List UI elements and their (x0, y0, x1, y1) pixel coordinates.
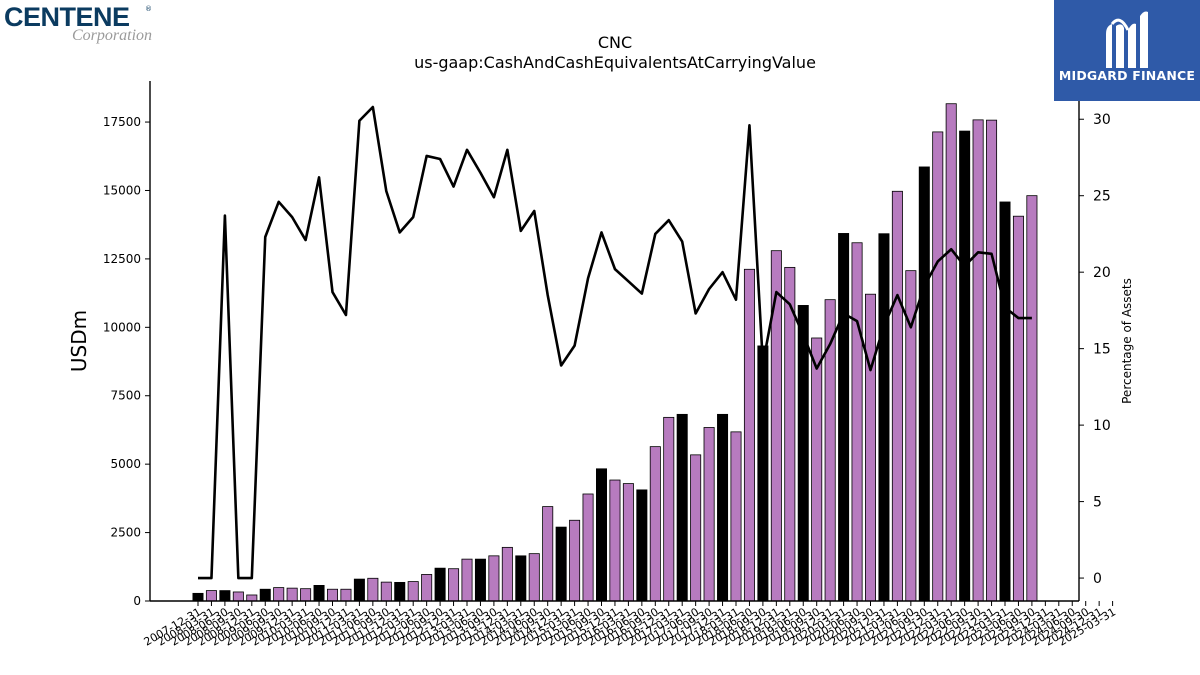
y-tick-label: 15000 (103, 183, 141, 197)
bar (811, 337, 823, 602)
y-axis-label: USDm (67, 310, 91, 372)
bar (676, 413, 688, 602)
bar (569, 519, 581, 602)
bar (770, 250, 782, 602)
bar (555, 526, 567, 602)
bar (999, 201, 1011, 602)
bar (609, 479, 621, 602)
y2-tick-label: 10 (1093, 418, 1111, 434)
bar (488, 555, 500, 602)
bar (528, 553, 540, 602)
bar (959, 130, 971, 602)
y-tick-label: 5000 (110, 457, 141, 471)
y-tick-label: 12500 (103, 252, 141, 266)
percentage-line (198, 105, 1032, 580)
bar (286, 587, 298, 602)
bar (663, 416, 675, 602)
bar (380, 581, 392, 602)
centene-wordmark: CENTENE (4, 2, 130, 32)
midgard-finance-logo: MIDGARD FINANCE (1054, 0, 1200, 101)
bar (434, 567, 446, 602)
y2-tick-label: 30 (1093, 112, 1111, 128)
bar (205, 590, 217, 602)
bar (838, 233, 850, 602)
y2-tick-label: 15 (1093, 342, 1111, 358)
y2-tick-label: 20 (1093, 265, 1111, 281)
bar (757, 345, 769, 602)
bar (878, 233, 890, 602)
bar (797, 305, 809, 602)
midgard-finance-wordmark: MIDGARD FINANCE (1058, 68, 1196, 83)
bar (192, 592, 204, 602)
bar (340, 588, 352, 602)
y-tick-label: 17500 (103, 115, 141, 129)
bar (232, 591, 244, 602)
bar (246, 594, 258, 602)
y-tick-label: 2500 (110, 526, 141, 540)
bar (972, 119, 984, 602)
y-tick-label: 7500 (110, 389, 141, 403)
bar (582, 493, 594, 602)
y2-tick-label: 0 (1093, 571, 1102, 587)
bar (730, 431, 742, 602)
bar (784, 266, 796, 602)
chart-title: CNC (598, 33, 632, 52)
bar (918, 166, 930, 602)
bar (515, 555, 527, 602)
bar (891, 190, 903, 602)
registered-mark: ® (145, 5, 152, 13)
bar (986, 119, 998, 602)
bar (1012, 215, 1024, 602)
bar (421, 574, 433, 602)
bar (622, 483, 634, 602)
chart-subtitle: us-gaap:CashAndCashEquivalentsAtCarrying… (414, 53, 816, 72)
bar (367, 577, 379, 602)
y2-axis-label: Percentage of Assets (1120, 278, 1134, 404)
centene-logo: CENTENE ® Corporation (4, 2, 194, 50)
y-tick-label: 0 (133, 594, 141, 608)
bar (703, 427, 715, 602)
bar (636, 489, 648, 602)
bar (932, 131, 944, 602)
bar (501, 546, 513, 602)
bar (219, 590, 231, 602)
bar (945, 103, 957, 602)
bar (743, 268, 755, 602)
midgard-m-icon (1106, 11, 1148, 69)
y2-tick-label: 25 (1093, 189, 1111, 205)
centene-subtitle: Corporation (72, 27, 153, 44)
bar (326, 588, 338, 602)
bar (542, 506, 554, 602)
bar (394, 581, 406, 602)
bar (851, 242, 863, 602)
bar (474, 558, 486, 602)
bar (300, 588, 312, 602)
bar (353, 578, 365, 602)
y2-tick-label: 5 (1093, 495, 1102, 511)
bar (259, 588, 271, 602)
bar (313, 585, 325, 602)
bar (596, 468, 608, 602)
bar (690, 454, 702, 602)
plot-area: 0 2500 5000 7500 10000 12500 15000 17500 0 5 10 15 2… (103, 81, 1118, 649)
bar (448, 568, 460, 602)
bar (461, 558, 473, 602)
bar (649, 446, 661, 602)
bar (273, 587, 285, 602)
bar (865, 293, 877, 602)
bar (407, 581, 419, 602)
bar (1026, 195, 1038, 602)
bar (717, 413, 729, 602)
y-tick-label: 10000 (103, 320, 141, 334)
